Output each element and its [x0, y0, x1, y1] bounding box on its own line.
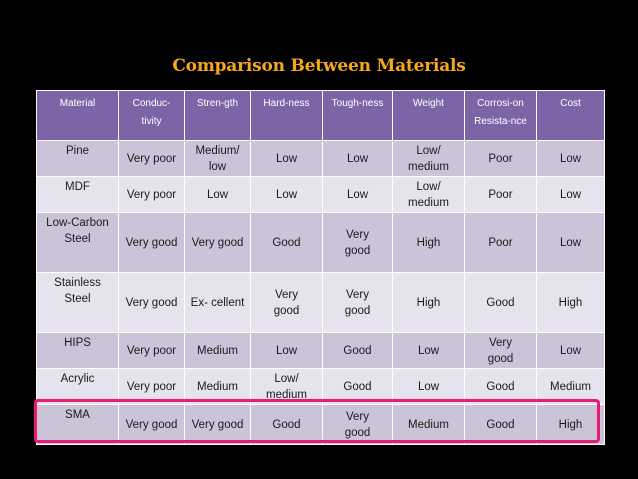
table-row: MDF Very poor Low Low Low Low/medium Poor Low: [36, 176, 605, 213]
table-cell: Good: [464, 272, 537, 333]
table-cell: Good: [322, 332, 393, 369]
table-cell: Very good: [184, 404, 251, 445]
material-name-cell: SMA: [36, 404, 119, 445]
table-cell: Very good: [118, 404, 185, 445]
table-cell: High: [536, 404, 605, 445]
table-cell: Low/medium: [392, 176, 465, 213]
table-cell: Poor: [464, 140, 537, 177]
table-cell: Low: [536, 212, 605, 273]
table-cell: Very poor: [118, 176, 185, 213]
column-header: Tough-ness: [322, 90, 393, 141]
slide-title: Comparison Between Materials: [172, 56, 466, 76]
column-header: Stren-gth: [184, 90, 251, 141]
table-cell: Poor: [464, 176, 537, 213]
table-cell: Very poor: [118, 140, 185, 177]
table-cell: Very good: [322, 272, 393, 333]
table-cell: Low: [250, 332, 323, 369]
table-cell: High: [536, 272, 605, 333]
table-cell: Medium/low: [184, 140, 251, 177]
table-cell: Medium: [184, 332, 251, 369]
table-cell: Very good: [250, 272, 323, 333]
table-row: Low-Carbon Steel Very good Very good Good Ver…: [36, 212, 605, 273]
table-body: Pine Very poor Medium/low Low Low Low/medium P…: [36, 140, 605, 445]
material-name-cell: Stainless Steel: [36, 272, 119, 333]
table-cell: Low/medium: [392, 140, 465, 177]
table-cell: Very good: [118, 272, 185, 333]
table-row: Acrylic Very poor Medium Low/medium Good Low G…: [36, 368, 605, 405]
table-cell: Low/medium: [250, 368, 323, 405]
table-cell: Poor: [464, 212, 537, 273]
table-row: SMA Very good Very good Good Very good Medium G…: [36, 404, 605, 445]
material-name-cell: Pine: [36, 140, 119, 177]
table-cell: Low: [250, 176, 323, 213]
material-name-cell: HIPS: [36, 332, 119, 369]
table-cell: Medium: [536, 368, 605, 405]
table-row: HIPS Very poor Medium Low Good Low Very good Low: [36, 332, 605, 369]
table-cell: Very good: [464, 332, 537, 369]
column-header: Cost: [536, 90, 605, 141]
materials-comparison-table: Material Conduc-tivity Stren-gth Hard-ness T…: [36, 90, 605, 445]
table-cell: Good: [464, 404, 537, 445]
table-cell: Low: [250, 140, 323, 177]
table-cell: Ex- cellent: [184, 272, 251, 333]
table-cell: Low: [536, 176, 605, 213]
table-cell: Medium: [392, 404, 465, 445]
material-name-cell: Low-Carbon Steel: [36, 212, 119, 273]
table-cell: Very good: [322, 404, 393, 445]
header-row: Material Conduc-tivity Stren-gth Hard-ness T…: [36, 90, 605, 141]
table-cell: High: [392, 272, 465, 333]
table-cell: Good: [322, 368, 393, 405]
column-header: Conduc-tivity: [118, 90, 185, 141]
table-cell: Low: [392, 332, 465, 369]
table-cell: Very good: [322, 212, 393, 273]
material-name-cell: Acrylic: [36, 368, 119, 405]
table-cell: High: [392, 212, 465, 273]
table-cell: Low: [322, 140, 393, 177]
table-cell: Low: [184, 176, 251, 213]
table-cell: Very poor: [118, 332, 185, 369]
column-header: Weight: [392, 90, 465, 141]
table-cell: Low: [536, 140, 605, 177]
table-cell: Good: [250, 404, 323, 445]
table-cell: Low: [536, 332, 605, 369]
column-header: Hard-ness: [250, 90, 323, 141]
table-row: Stainless Steel Very good Ex- cellent Very go…: [36, 272, 605, 333]
table-cell: Good: [464, 368, 537, 405]
table-cell: Medium: [184, 368, 251, 405]
table-cell: Low: [392, 368, 465, 405]
table-cell: Good: [250, 212, 323, 273]
column-header: Material: [36, 90, 119, 141]
table-cell: Low: [322, 176, 393, 213]
table-cell: Very good: [184, 212, 251, 273]
column-header: Corrosi-on Resista-nce: [464, 90, 537, 141]
table-row: Pine Very poor Medium/low Low Low Low/medium P…: [36, 140, 605, 177]
material-name-cell: MDF: [36, 176, 119, 213]
table-cell: Very poor: [118, 368, 185, 405]
table-cell: Very good: [118, 212, 185, 273]
